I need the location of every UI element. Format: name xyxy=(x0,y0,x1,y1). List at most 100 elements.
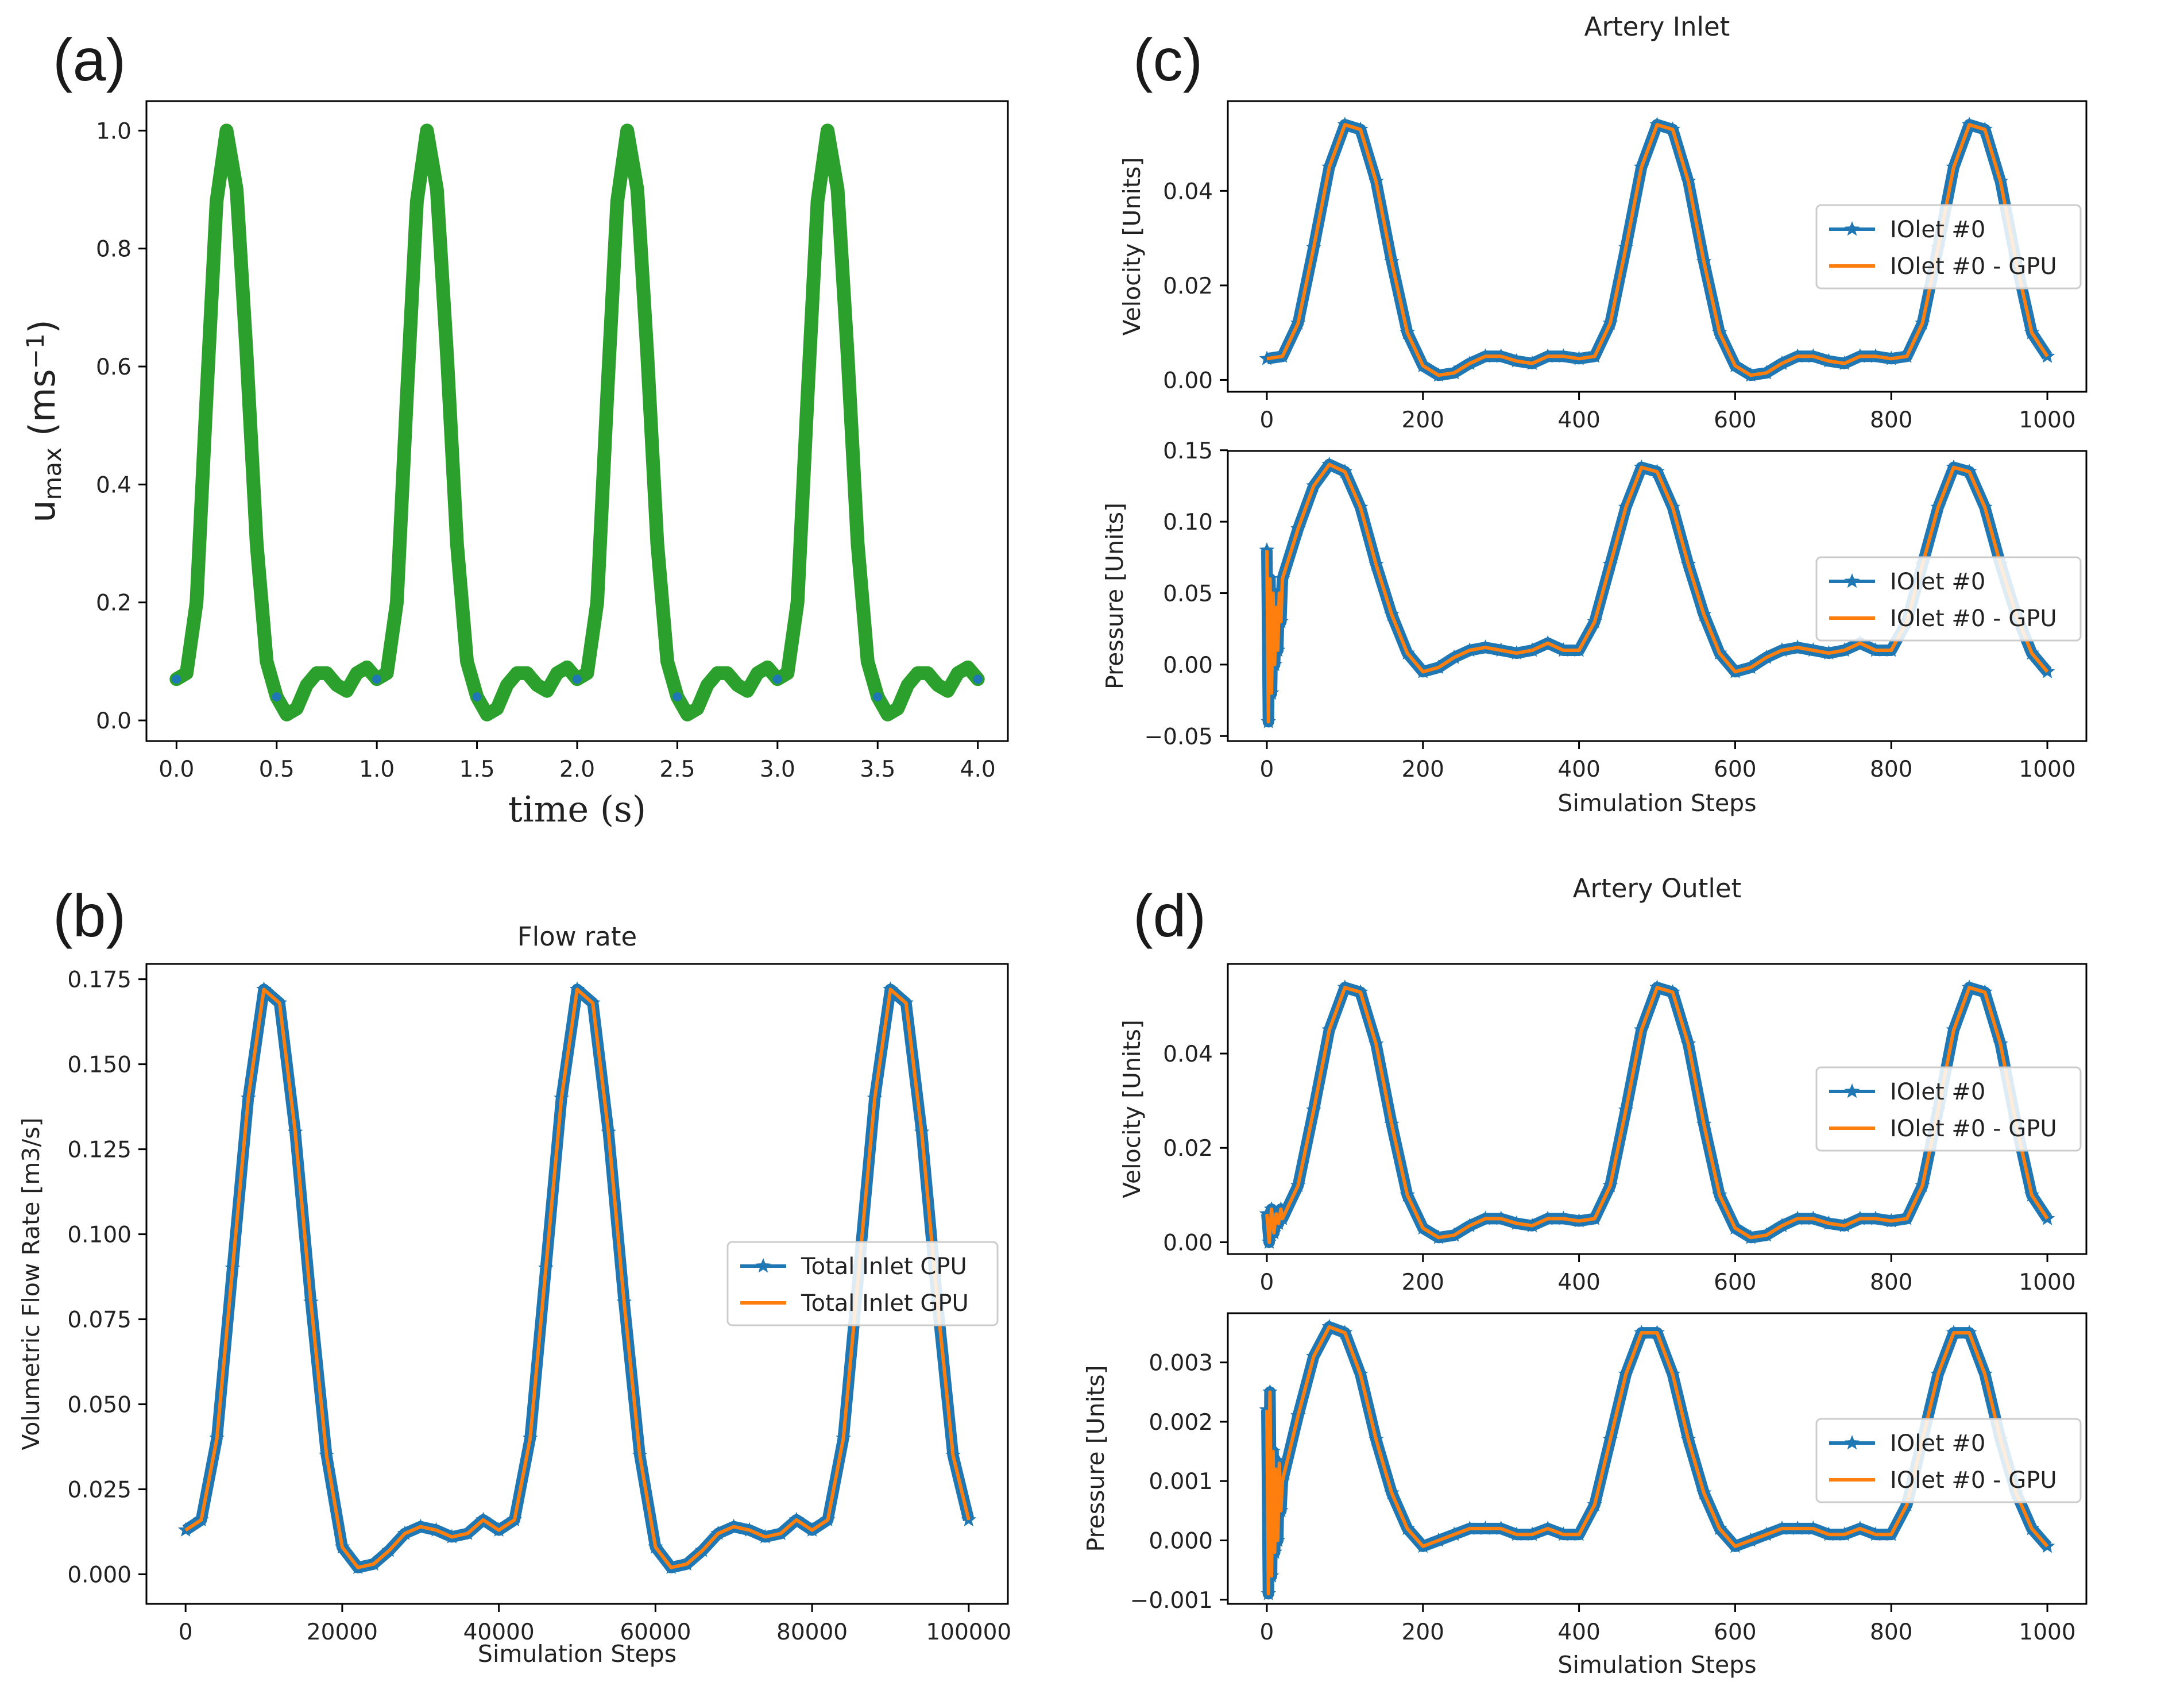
legend-c1: IOlet #0 IOlet #0 - GPU xyxy=(1815,204,2082,290)
legend-label-b: Total Inlet CPU xyxy=(801,1253,967,1280)
panel-c2: 0 200 400 600 800 1000 −0.05 0.00 0.05 0.10 0.15 Si… xyxy=(1101,438,2088,817)
y-tick-label-b: 0.150 xyxy=(67,1052,132,1078)
x-tick-label-d1: 600 xyxy=(1714,1270,1756,1295)
y-tick-label-d2: −0.001 xyxy=(1130,1588,1213,1614)
panel-d1: (d) Artery Outlet 0 200 400 600 800 1000 0.00 0.0… xyxy=(1118,873,2088,1295)
chart-title-d1: Artery Outlet xyxy=(1573,873,1741,904)
y-tick-label-a: 0.6 xyxy=(96,354,132,380)
x-axis-label-c2: Simulation Steps xyxy=(1557,789,1756,817)
series-line-gpu xyxy=(1265,986,2049,1244)
y-axis-label-part: max xyxy=(38,447,67,500)
x-axis-label-b: Simulation Steps xyxy=(478,1640,677,1668)
chart-title-c1: Artery Inlet xyxy=(1584,11,1730,42)
x-tick-label-a: 1.5 xyxy=(459,757,495,782)
y-tick-label-c2: 0.15 xyxy=(1163,438,1213,464)
y-axis-label-part: u xyxy=(21,500,63,522)
legend-label-c2: IOlet #0 xyxy=(1890,569,1985,595)
axes-frame-c1 xyxy=(1227,100,2088,393)
data-point-u-max xyxy=(573,674,582,684)
y-axis-label-c1: Velocity [Units] xyxy=(1118,157,1146,336)
y-tick-label-c1: 0.04 xyxy=(1163,179,1213,205)
y-tick-label-b: 0.050 xyxy=(67,1392,132,1418)
data-point-u-max xyxy=(272,692,281,701)
x-tick-label-c1: 1000 xyxy=(2019,407,2075,433)
x-tick-label-a: 3.5 xyxy=(860,757,895,782)
x-tick-label-c1: 600 xyxy=(1714,407,1756,433)
panel-b: (b) Flow rate 0 20000 40000 60000 80000 100000 0… xyxy=(17,883,1011,1668)
data-point-u-max xyxy=(372,674,382,684)
y-tick-label-c1: 0.00 xyxy=(1163,368,1213,394)
y-axis-label-part: ) xyxy=(21,319,63,333)
data-marker-cpu xyxy=(1259,542,1275,557)
legend-label-d2: IOlet #0 - GPU xyxy=(1890,1467,2057,1494)
data-marker-cpu xyxy=(1259,1402,1275,1417)
axes-frame-d1 xyxy=(1227,963,2088,1255)
axes-frame-c2 xyxy=(1227,450,2088,742)
x-tick-label-c1: 200 xyxy=(1402,407,1444,433)
x-tick-label-b: 60000 xyxy=(620,1619,691,1645)
y-tick-label-d2: 0.002 xyxy=(1149,1410,1213,1436)
x-tick-label-b: 80000 xyxy=(776,1619,848,1645)
legend-d1: IOlet #0 IOlet #0 - GPU xyxy=(1815,1066,2082,1152)
x-tick-label-c2: 600 xyxy=(1714,757,1756,782)
legend-box-d1 xyxy=(1815,1066,2082,1152)
y-tick-label-b: 0.100 xyxy=(67,1222,132,1248)
x-tick-label-d2: 0 xyxy=(1260,1619,1274,1645)
legend-marker-cpu xyxy=(1844,1435,1860,1450)
legend-marker-cpu xyxy=(755,1258,771,1273)
x-tick-label-a: 2.0 xyxy=(559,757,595,782)
x-tick-label-a: 4.0 xyxy=(960,757,996,782)
x-tick-label-d1: 200 xyxy=(1402,1270,1444,1295)
x-tick-label-b: 40000 xyxy=(463,1619,535,1645)
panel-label-d1: (d) xyxy=(1133,883,1206,950)
x-tick-label-c2: 800 xyxy=(1870,757,1912,782)
plot-area-c1 xyxy=(1259,117,2055,382)
series-line-gpu xyxy=(1266,123,2049,377)
panel-label-a: (a) xyxy=(53,27,126,94)
plot-area-c2 xyxy=(1259,456,2055,728)
plot-area-b xyxy=(177,981,977,1574)
legend-label-c1: IOlet #0 - GPU xyxy=(1890,253,2057,280)
x-axis-label-a: time (s) xyxy=(508,788,646,830)
y-tick-label-d2: 0.000 xyxy=(1149,1529,1213,1554)
y-tick-label-d1: 0.02 xyxy=(1163,1136,1213,1162)
legend-label-c2: IOlet #0 - GPU xyxy=(1890,605,2057,632)
x-tick-label-d1: 1000 xyxy=(2019,1270,2075,1295)
chart-title-b: Flow rate xyxy=(517,921,637,952)
y-tick-label-d2: 0.001 xyxy=(1149,1469,1213,1495)
y-axis-label-part: −1 xyxy=(21,333,49,369)
x-tick-label-b: 0 xyxy=(179,1619,193,1645)
y-tick-label-a: 1.0 xyxy=(96,118,132,144)
legend-marker-cpu xyxy=(1844,221,1860,236)
x-tick-label-a: 0.0 xyxy=(159,757,194,782)
axes-frame-b xyxy=(145,963,1009,1605)
x-tick-label-c1: 800 xyxy=(1870,407,1912,433)
x-tick-label-d2: 800 xyxy=(1870,1619,1912,1645)
y-tick-label-b: 0.075 xyxy=(67,1307,132,1333)
legend-marker-cpu xyxy=(1844,1083,1860,1098)
legend-box-d2 xyxy=(1815,1418,2082,1503)
legend-box-c1 xyxy=(1815,204,2082,290)
legend-label-c1: IOlet #0 xyxy=(1890,217,1985,243)
data-point-u-max xyxy=(973,674,983,684)
series-line-gpu xyxy=(1265,1325,2049,1596)
y-tick-label-d1: 0.04 xyxy=(1163,1041,1213,1067)
legend-box-b xyxy=(726,1241,999,1326)
x-tick-label-d1: 0 xyxy=(1260,1270,1274,1295)
data-marker-cpu xyxy=(1259,1206,1275,1221)
x-tick-label-a: 0.5 xyxy=(259,757,295,782)
x-tick-label-d2: 600 xyxy=(1714,1619,1756,1645)
panel-c1: (c) Artery Inlet 0 200 400 600 800 1000 0.00 0.02… xyxy=(1118,11,2088,433)
x-tick-label-a: 1.0 xyxy=(359,757,395,782)
x-tick-label-d2: 400 xyxy=(1557,1619,1600,1645)
legend-d2: IOlet #0 IOlet #0 - GPU xyxy=(1815,1418,2082,1503)
legend-label-d1: IOlet #0 xyxy=(1890,1079,1985,1105)
y-axis-label-d1: Velocity [Units] xyxy=(1118,1020,1146,1198)
legend-b: Total Inlet CPU Total Inlet GPU xyxy=(726,1241,999,1326)
plot-area-a xyxy=(169,124,985,722)
y-tick-label-a: 0.2 xyxy=(96,591,132,616)
y-tick-label-a: 0.0 xyxy=(96,708,132,734)
data-point-u-max xyxy=(873,692,883,701)
panel-d2: 0 200 400 600 800 1000 −0.001 0.000 0.001 0.002 0.… xyxy=(1082,1312,2088,1679)
